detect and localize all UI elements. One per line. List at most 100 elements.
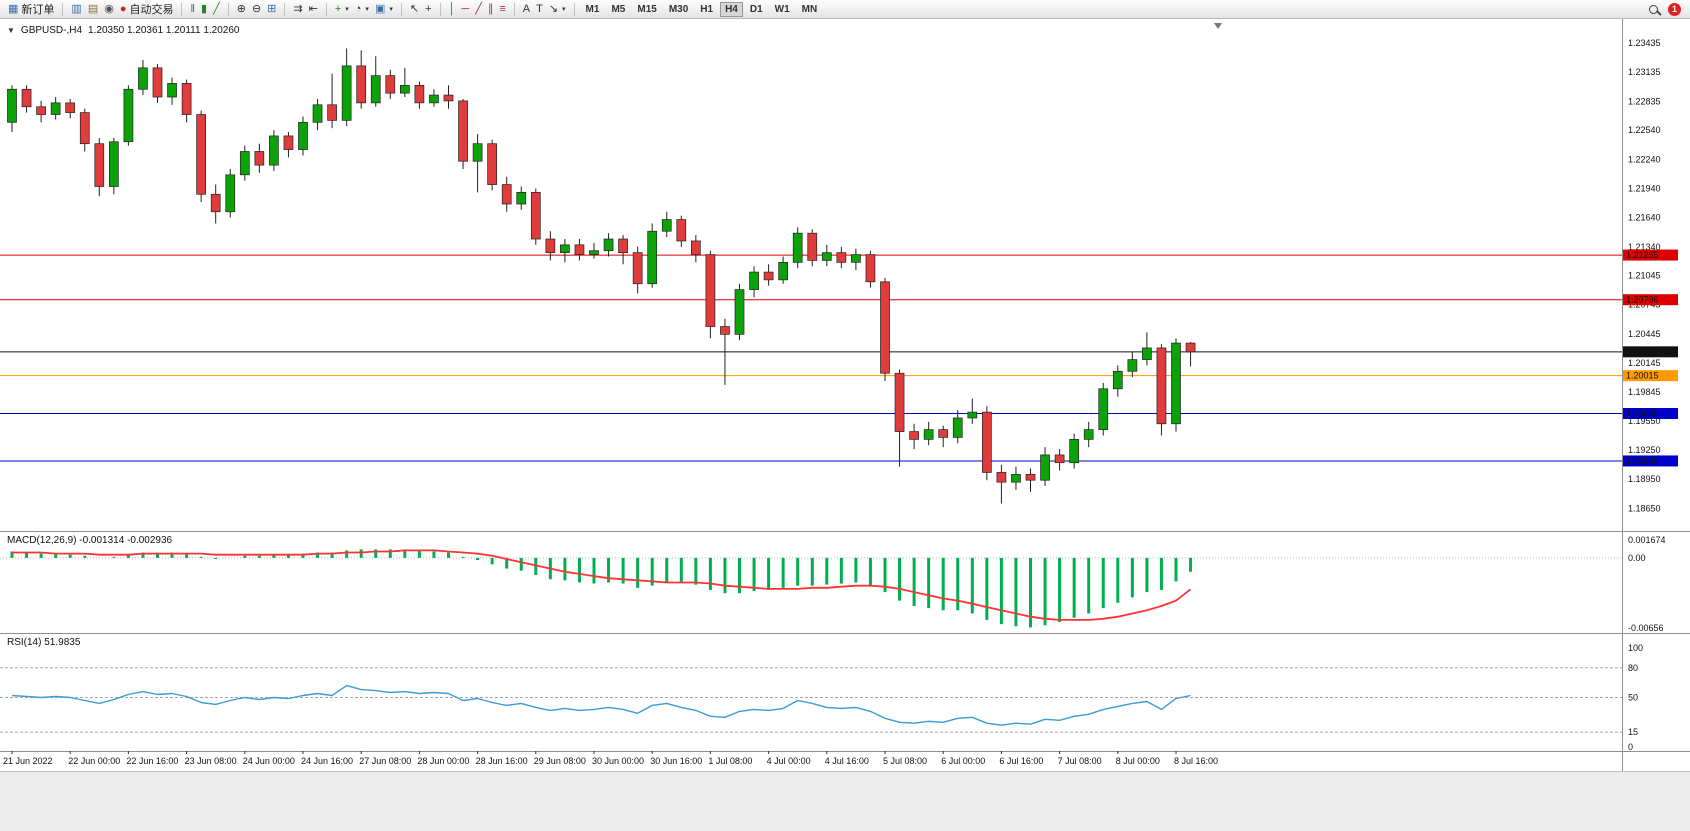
toolbar-separator (400, 2, 402, 16)
candle-body-up (341, 65, 352, 121)
alerts-icon-icon: ◉ (104, 3, 114, 15)
price-axis-label: 1.21045 (1628, 270, 1661, 280)
toolbar-separator (513, 2, 515, 16)
toolbar-separator (227, 2, 229, 16)
zoom-out-button[interactable]: ⊖ (249, 2, 264, 16)
timeframe-m1-button[interactable]: M1 (585, 3, 600, 15)
templates-button[interactable]: ▣ ▾ (372, 2, 396, 16)
timeframe-mn-button[interactable]: MN (801, 3, 818, 15)
price-tag (1622, 370, 1678, 382)
equidistant-channel-button[interactable]: ∥ (485, 2, 497, 16)
periods-button[interactable]: ◔ ▾ (352, 2, 372, 16)
candle-body-up (851, 254, 861, 263)
candle-body-up (472, 143, 483, 162)
candle-body-down (181, 83, 192, 115)
line-chart-icon: ╱ (213, 3, 220, 15)
arrows-icon: ↘ (548, 3, 559, 15)
chart-dropdown-icon[interactable]: ▼ (7, 26, 15, 35)
candle-body-down (632, 252, 643, 285)
time-axis-label: 24 Jun 00:00 (243, 756, 295, 766)
arrows-button[interactable]: ↘ ▾ (546, 2, 569, 16)
candle-body-down (705, 254, 716, 327)
price-axis-label: 1.18950 (1628, 474, 1661, 484)
text-button[interactable]: A (520, 2, 533, 16)
candle-body-down (836, 252, 847, 263)
price-axis-label: 1.19250 (1628, 445, 1661, 455)
candle-body-down (981, 411, 992, 473)
candle-body-down (618, 238, 628, 253)
profiles-icon[interactable]: ▤ (85, 2, 101, 16)
candlestick-button[interactable]: ▮ (198, 2, 210, 16)
candle-body-down (36, 106, 46, 115)
text-icon: A (522, 3, 531, 15)
macd-panel[interactable] (0, 532, 1622, 633)
price-tag (1622, 294, 1678, 306)
rsi-panel[interactable] (0, 634, 1622, 751)
candle-body-up (1127, 359, 1138, 372)
periods-icon: ◔ (354, 3, 362, 15)
fibonacci-button[interactable]: ≡ (496, 2, 508, 16)
price-axis-label: 1.22540 (1628, 125, 1661, 135)
macd-axis-label: -0.00656 (1628, 623, 1664, 633)
vertical-line-button[interactable]: │ (446, 2, 459, 16)
time-axis[interactable] (0, 751, 1622, 771)
cursor-icon: ↖ (409, 3, 420, 15)
macd-indicator-label: MACD(12,26,9) -0.001314 -0.002936 (7, 535, 173, 546)
timeframe-h4-button[interactable]: H4 (720, 1, 743, 17)
candle-body-up (298, 121, 308, 150)
zoom-in-button[interactable]: ⊕ (234, 2, 249, 16)
alerts-icon[interactable]: ◉ (101, 2, 117, 16)
indicators-button[interactable]: + ▾ (332, 2, 352, 16)
candle-body-up (1083, 429, 1094, 440)
candle-body-up (734, 289, 745, 335)
timeframe-d1-button[interactable]: D1 (749, 3, 763, 15)
macd-signal-line (12, 549, 1192, 621)
time-axis-label: 6 Jul 00:00 (941, 756, 985, 766)
toolbar-separator (439, 2, 441, 16)
cursor-button[interactable]: ↖ (407, 2, 422, 16)
new-order-button[interactable]: ▦ 新订单 (5, 0, 57, 18)
timeframe-h1-button[interactable]: H1 (700, 3, 714, 15)
price-tag-value: 1.20260 (1626, 347, 1659, 357)
charts-icon[interactable]: ▥ (68, 2, 84, 16)
horizontal-line-button[interactable]: ─ (458, 2, 472, 16)
tile-windows-icon: ⊞ (267, 3, 277, 15)
zoom-out-icon: ⊖ (251, 3, 262, 15)
trendline-button[interactable]: ╱ (472, 2, 485, 16)
chart-shift-marker[interactable] (1214, 23, 1222, 29)
chart-shift-icon: ⇤ (308, 3, 318, 15)
notification-badge[interactable]: 1 (1668, 2, 1681, 16)
price-axis[interactable] (1622, 19, 1690, 751)
chart-shift-button[interactable]: ⇤ (306, 2, 321, 16)
candlestick-icon: ▮ (201, 3, 208, 15)
candle-body-up (108, 141, 119, 187)
price-axis-label: 1.20145 (1628, 358, 1661, 368)
auto-trading-button[interactable]: ● 自动交易 (117, 0, 177, 18)
time-axis-label: 8 Jul 00:00 (1116, 756, 1160, 766)
search-icon[interactable] (1649, 4, 1658, 14)
candle-body-up (138, 67, 148, 90)
dropdown-arrow-icon: ▾ (345, 6, 349, 13)
timeframe-w1-button[interactable]: W1 (774, 3, 790, 15)
bar-chart-button[interactable]: ‖ (187, 2, 198, 16)
line-chart-button[interactable]: ╱ (210, 2, 223, 16)
price-tag-value: 1.19138 (1626, 456, 1659, 466)
vertical-line-icon: │ (448, 3, 456, 15)
auto-scroll-button[interactable]: ⇉ (290, 2, 305, 16)
text-label-button[interactable]: T (533, 2, 546, 16)
crosshair-button[interactable]: + (422, 2, 434, 16)
chart-background (0, 19, 1690, 771)
time-axis-label: 29 Jun 08:00 (534, 756, 586, 766)
price-chart-panel[interactable] (0, 19, 1622, 531)
auto-trading-button-label: 自动交易 (129, 4, 174, 16)
timeframe-m15-button[interactable]: M15 (637, 3, 657, 15)
new-order-icon: ▦ (8, 3, 19, 15)
time-axis-label: 1 Jul 08:00 (708, 756, 752, 766)
price-tag-value: 1.21255 (1626, 250, 1659, 260)
tile-windows-button[interactable]: ⊞ (264, 2, 279, 16)
time-axis-label: 27 Jun 08:00 (359, 756, 411, 766)
price-axis-label: 1.20445 (1628, 329, 1661, 339)
timeframe-m5-button[interactable]: M5 (611, 3, 626, 15)
timeframe-m30-button[interactable]: M30 (668, 3, 689, 15)
